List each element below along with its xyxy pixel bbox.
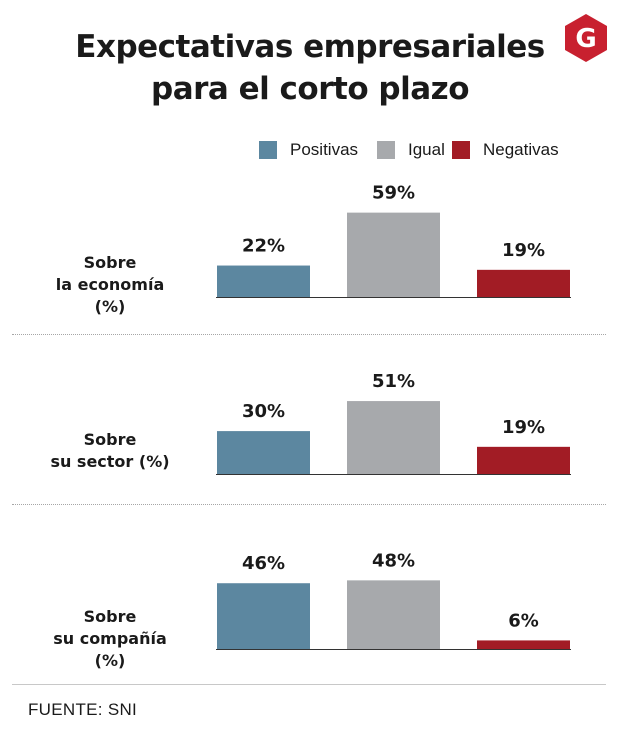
category-label-economia: Sobre la economía (%) — [55, 253, 165, 316]
value-label-negativas-sector: 19% — [502, 417, 545, 438]
bar-igual-compania — [347, 580, 440, 649]
bar-igual-sector — [347, 401, 440, 474]
title-line-2: para el corto plazo — [151, 71, 470, 107]
logo-icon: G — [565, 14, 607, 62]
value-label-igual-compania: 48% — [372, 550, 415, 571]
value-label-positivas-sector: 30% — [242, 401, 285, 422]
legend-swatch-negativas — [452, 141, 470, 159]
value-label-positivas-economia: 22% — [242, 236, 285, 257]
bar-igual-economia — [347, 212, 440, 297]
group-separator — [12, 334, 606, 335]
logo-letter: G — [575, 24, 596, 54]
legend-item-negativas: Negativas — [452, 139, 559, 161]
value-label-negativas-economia: 19% — [502, 240, 545, 261]
bar-positivas-sector — [217, 431, 310, 474]
bar-positivas-economia — [217, 265, 310, 297]
bar-negativas-compania — [477, 640, 570, 649]
legend-item-positivas: Positivas — [259, 139, 358, 161]
bar-positivas-compania — [217, 583, 310, 649]
value-label-igual-sector: 51% — [372, 371, 415, 392]
value-label-igual-economia: 59% — [372, 183, 415, 204]
legend-swatch-igual — [377, 141, 395, 159]
category-label-compania: Sobre su compañía (%) — [53, 607, 167, 670]
value-label-negativas-compania: 6% — [508, 610, 539, 631]
group-separator — [12, 504, 606, 505]
legend-swatch-positivas — [259, 141, 277, 159]
chart-title: Expectativas empresariales para el corto… — [0, 26, 620, 110]
bar-negativas-sector — [477, 446, 570, 474]
source-note: FUENTE: SNI — [28, 700, 138, 719]
bar-chart: 22% 59% 19% 30% 51% 19% 46% 48% 6% — [216, 183, 571, 650]
legend-label-positivas: Positivas — [290, 140, 359, 159]
legend-item-igual: Igual — [377, 139, 445, 161]
logo-hexagon — [565, 14, 607, 62]
footer-divider — [12, 684, 606, 685]
legend-label-negativas: Negativas — [483, 140, 559, 159]
title-line-1: Expectativas empresariales — [75, 29, 545, 65]
value-label-positivas-compania: 46% — [242, 553, 285, 574]
category-label-sector: Sobre su sector (%) — [50, 430, 170, 471]
legend-label-igual: Igual — [408, 140, 445, 159]
bar-negativas-economia — [477, 269, 570, 297]
